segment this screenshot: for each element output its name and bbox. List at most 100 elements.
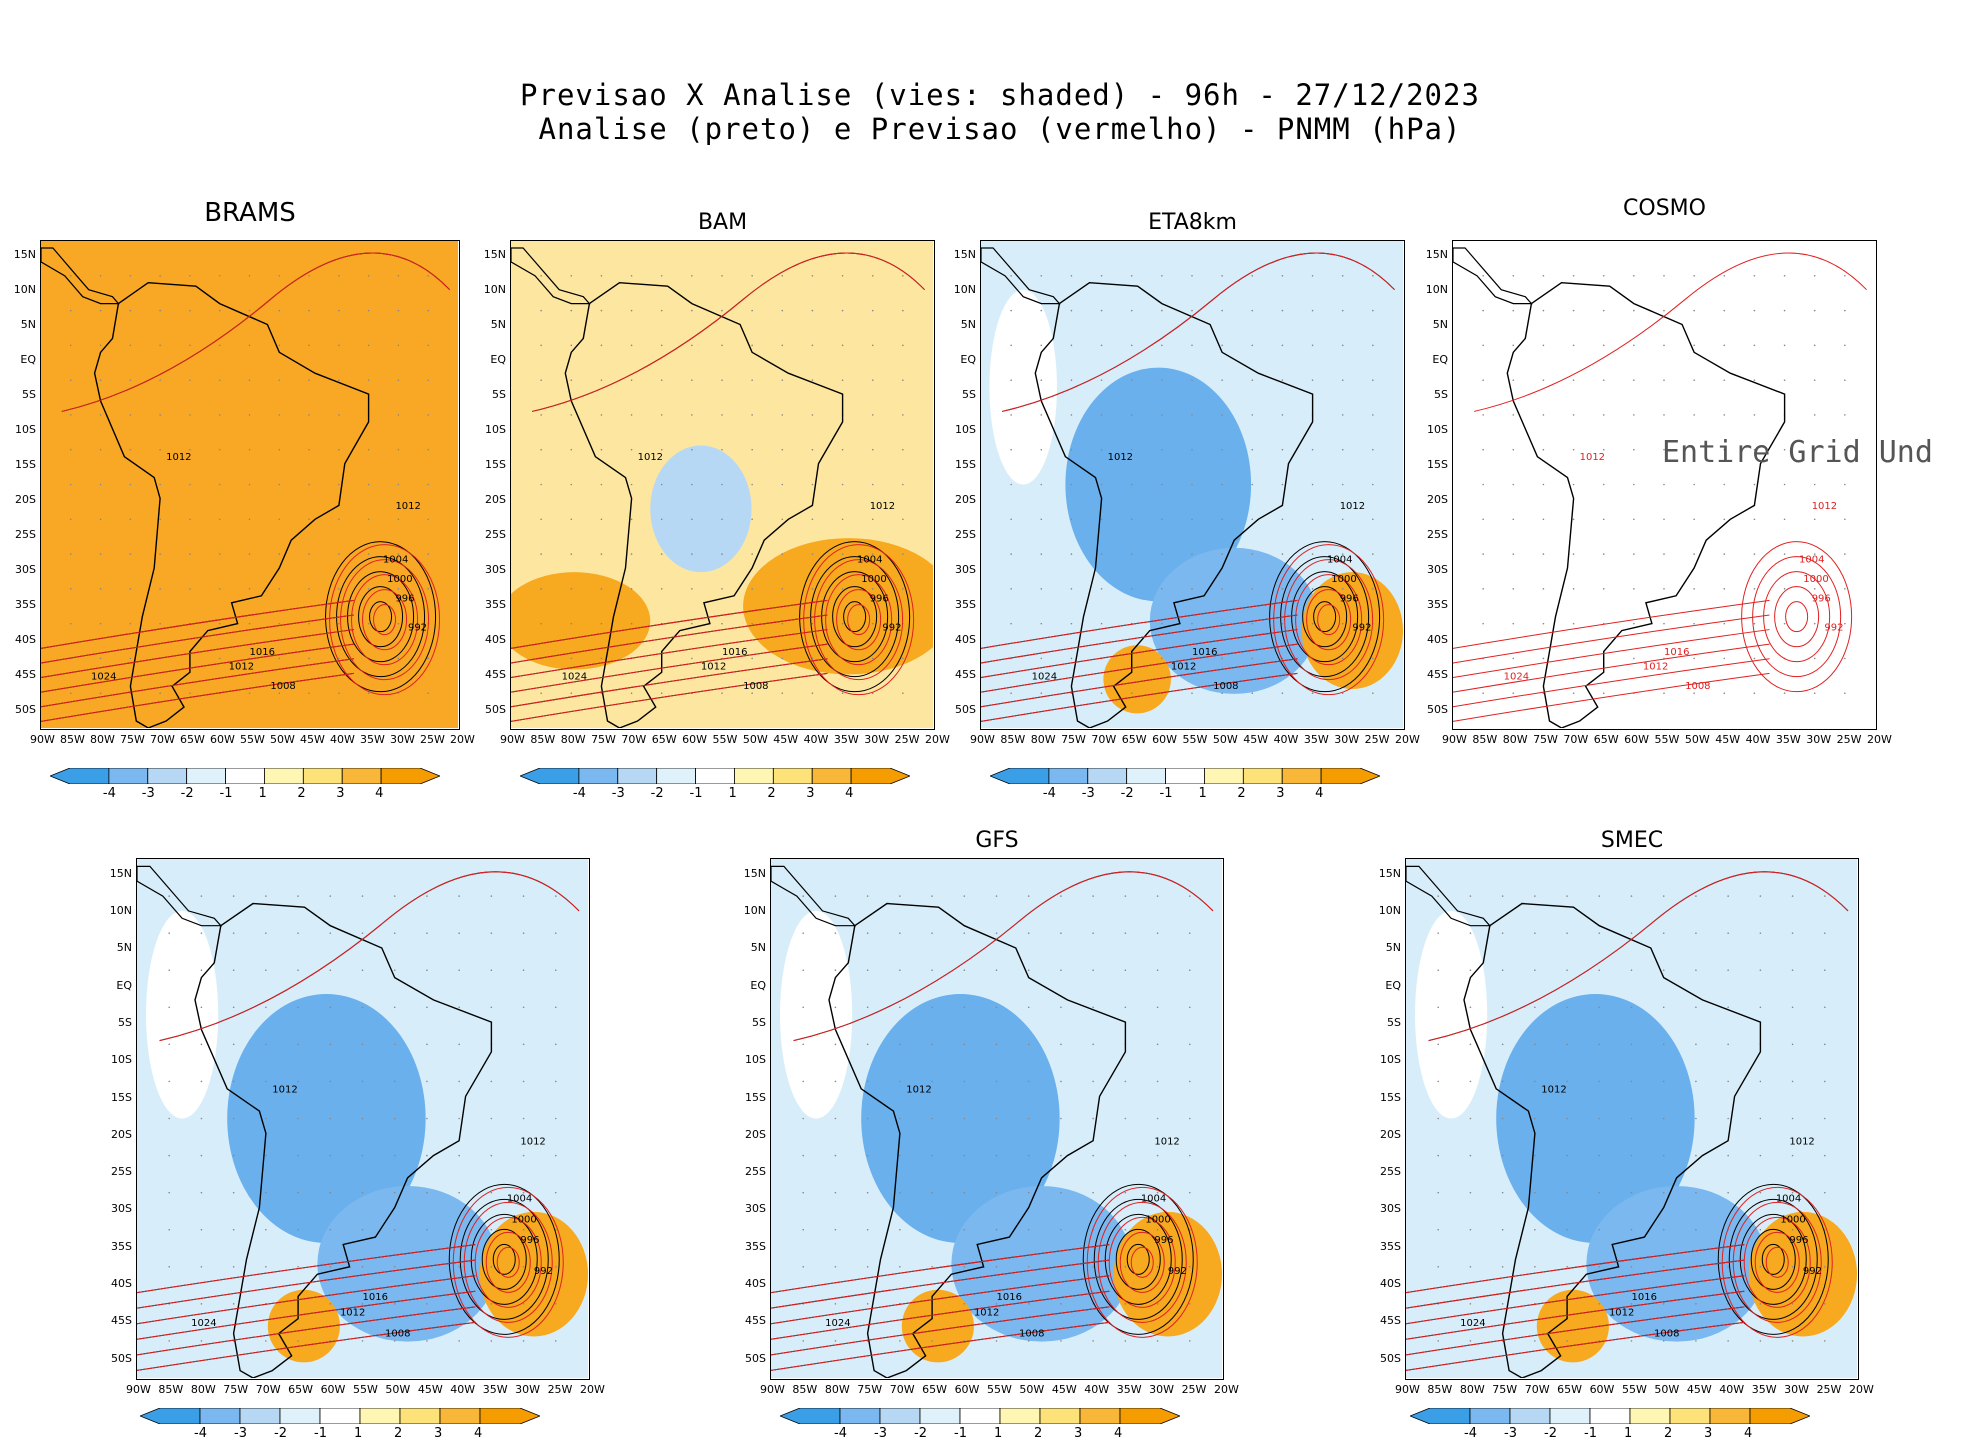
isobar-south: [511, 629, 828, 679]
lon-tick-label: 85W: [530, 733, 556, 746]
positive-bias-region: [901, 1289, 974, 1363]
panel-title-brams: BRAMS: [204, 198, 296, 228]
map-eta: 1012 1004 1000 996 992 1012 1016 1008 1012 1024: [980, 240, 1405, 730]
lon-tick-label: 85W: [792, 1383, 818, 1396]
isobar-label: 1024: [1460, 1318, 1485, 1329]
negative-bias-region: [951, 1185, 1132, 1342]
lat-tick-label: 40S: [15, 633, 36, 646]
lon-tick-label: 20W: [925, 733, 950, 746]
lat-tick-label: 35S: [745, 1239, 766, 1253]
isobar-label: 996: [520, 1235, 539, 1246]
colorbar-label: -3: [874, 1426, 887, 1441]
lat-tick-label: 10N: [483, 283, 506, 296]
isobar-low: [803, 544, 915, 696]
colorbar-label: 4: [1315, 786, 1324, 801]
lon-tick-label: 60W: [1589, 1383, 1615, 1396]
negative-bias-region: [317, 1185, 498, 1342]
lon-tick-label: 35W: [1775, 733, 1801, 746]
lon-tick-label: 35W: [1116, 1383, 1142, 1396]
lon-tick-label: 70W: [889, 1383, 915, 1396]
colorbar-label: -2: [650, 786, 664, 801]
lat-tick-label: 10S: [15, 423, 36, 436]
isobar-low: [1752, 556, 1842, 678]
colorbar-swatch: [50, 768, 110, 784]
isobar-label: 996: [870, 593, 889, 604]
lon-tick-label: 40W: [803, 733, 829, 746]
lon-tick-label: 90W: [1442, 733, 1467, 746]
lat-tick-label: 5S: [1387, 1016, 1401, 1030]
lon-tick-label: 40W: [330, 733, 355, 746]
central-america-coastline: [1453, 247, 1533, 305]
isobar-low: [1284, 559, 1374, 681]
lon-tick-label: 30W: [1806, 733, 1832, 746]
colorbar-label: -2: [1120, 786, 1134, 801]
isobar-label: 1012: [638, 452, 663, 463]
colorbar-label: 1: [1624, 1426, 1633, 1441]
isobar-south: [41, 672, 354, 722]
lat-tick-label: 20S: [1380, 1127, 1401, 1141]
lon-tick-label: 55W: [240, 733, 265, 746]
positive-bias-region: [511, 572, 651, 670]
south-america-coastline: [1034, 281, 1314, 728]
isobar-low: [474, 1216, 542, 1308]
lon-tick-label: 60W: [954, 1383, 980, 1396]
lat-tick-label: EQ: [1385, 978, 1401, 992]
isobar-low: [1108, 1216, 1176, 1308]
lat-tick-label: 50S: [111, 1351, 132, 1365]
lat-tick-label: 25S: [1427, 528, 1448, 541]
isobar-1012: [1001, 252, 1395, 412]
lon-tick-label: 85W: [1472, 733, 1498, 746]
colorbar-swatch: [1629, 1408, 1671, 1424]
south-america-coastline: [93, 281, 370, 728]
isobar-south: [137, 1244, 476, 1294]
positive-bias-region: [267, 1289, 340, 1363]
colorbar-swatch: [839, 1408, 881, 1424]
lat-tick-label: 15N: [13, 248, 36, 261]
panel-title-cosmo: COSMO: [1623, 196, 1706, 221]
lat-tick-label: 5N: [1385, 941, 1401, 955]
lat-tick-label: 20S: [955, 493, 976, 506]
isobar-label: 1012: [974, 1308, 999, 1319]
lon-tick-label: 70W: [1524, 1383, 1550, 1396]
south-america-coastline: [828, 902, 1127, 1378]
isobar-low: [1739, 1213, 1807, 1305]
isobar-low: [1313, 601, 1337, 633]
lon-tick-label: 80W: [90, 733, 115, 746]
lat-tick-label: 40S: [485, 633, 506, 646]
isobar-low: [1119, 1231, 1165, 1293]
colorbar-swatch: [359, 1408, 401, 1424]
lon-tick-label: 20W: [1214, 1383, 1239, 1396]
colorbar-swatch: [1749, 1408, 1810, 1424]
colorbar-swatch: [399, 1408, 441, 1424]
lat-tick-label: 40S: [955, 633, 976, 646]
colorbar-swatch: [1669, 1408, 1711, 1424]
central-america-coastline: [771, 865, 857, 927]
lon-tick-label: 85W: [1427, 1383, 1453, 1396]
isobar-label: 1024: [91, 671, 116, 682]
lat-tick-label: 50S: [955, 703, 976, 716]
positive-bias-region: [1748, 1211, 1857, 1337]
map-cosmo: 1012 1004 1000 996 992 1012 1016 1008 1012 1024: [1452, 240, 1877, 730]
lon-tick-label: 90W: [126, 1383, 151, 1396]
lon-tick-label: 80W: [1502, 733, 1528, 746]
colorbar-label: 3: [434, 1426, 443, 1441]
isobar-low: [325, 541, 437, 693]
colorbar-label: 1: [994, 1426, 1003, 1441]
lat-tick-label: 35S: [1380, 1239, 1401, 1253]
lon-tick-label: 20W: [1849, 1383, 1874, 1396]
colorbar-label: 3: [336, 786, 345, 801]
colorbar-label: -2: [274, 1426, 287, 1441]
isobar-south: [771, 1244, 1110, 1294]
lon-tick-label: 30W: [390, 733, 415, 746]
lon-tick-label: 75W: [120, 733, 145, 746]
lon-tick-label: 45W: [773, 733, 799, 746]
lon-tick-label: 55W: [1182, 733, 1208, 746]
isobar-low: [1115, 1228, 1161, 1290]
isobar-south: [981, 643, 1298, 693]
isobar-label: 1000: [1780, 1214, 1805, 1225]
colorbar-swatch: [780, 1408, 841, 1424]
isobar-south: [511, 614, 828, 664]
isobar-label: 1016: [250, 647, 275, 658]
isobar-south: [1406, 1290, 1745, 1340]
lat-tick-label: 5N: [1432, 318, 1448, 331]
